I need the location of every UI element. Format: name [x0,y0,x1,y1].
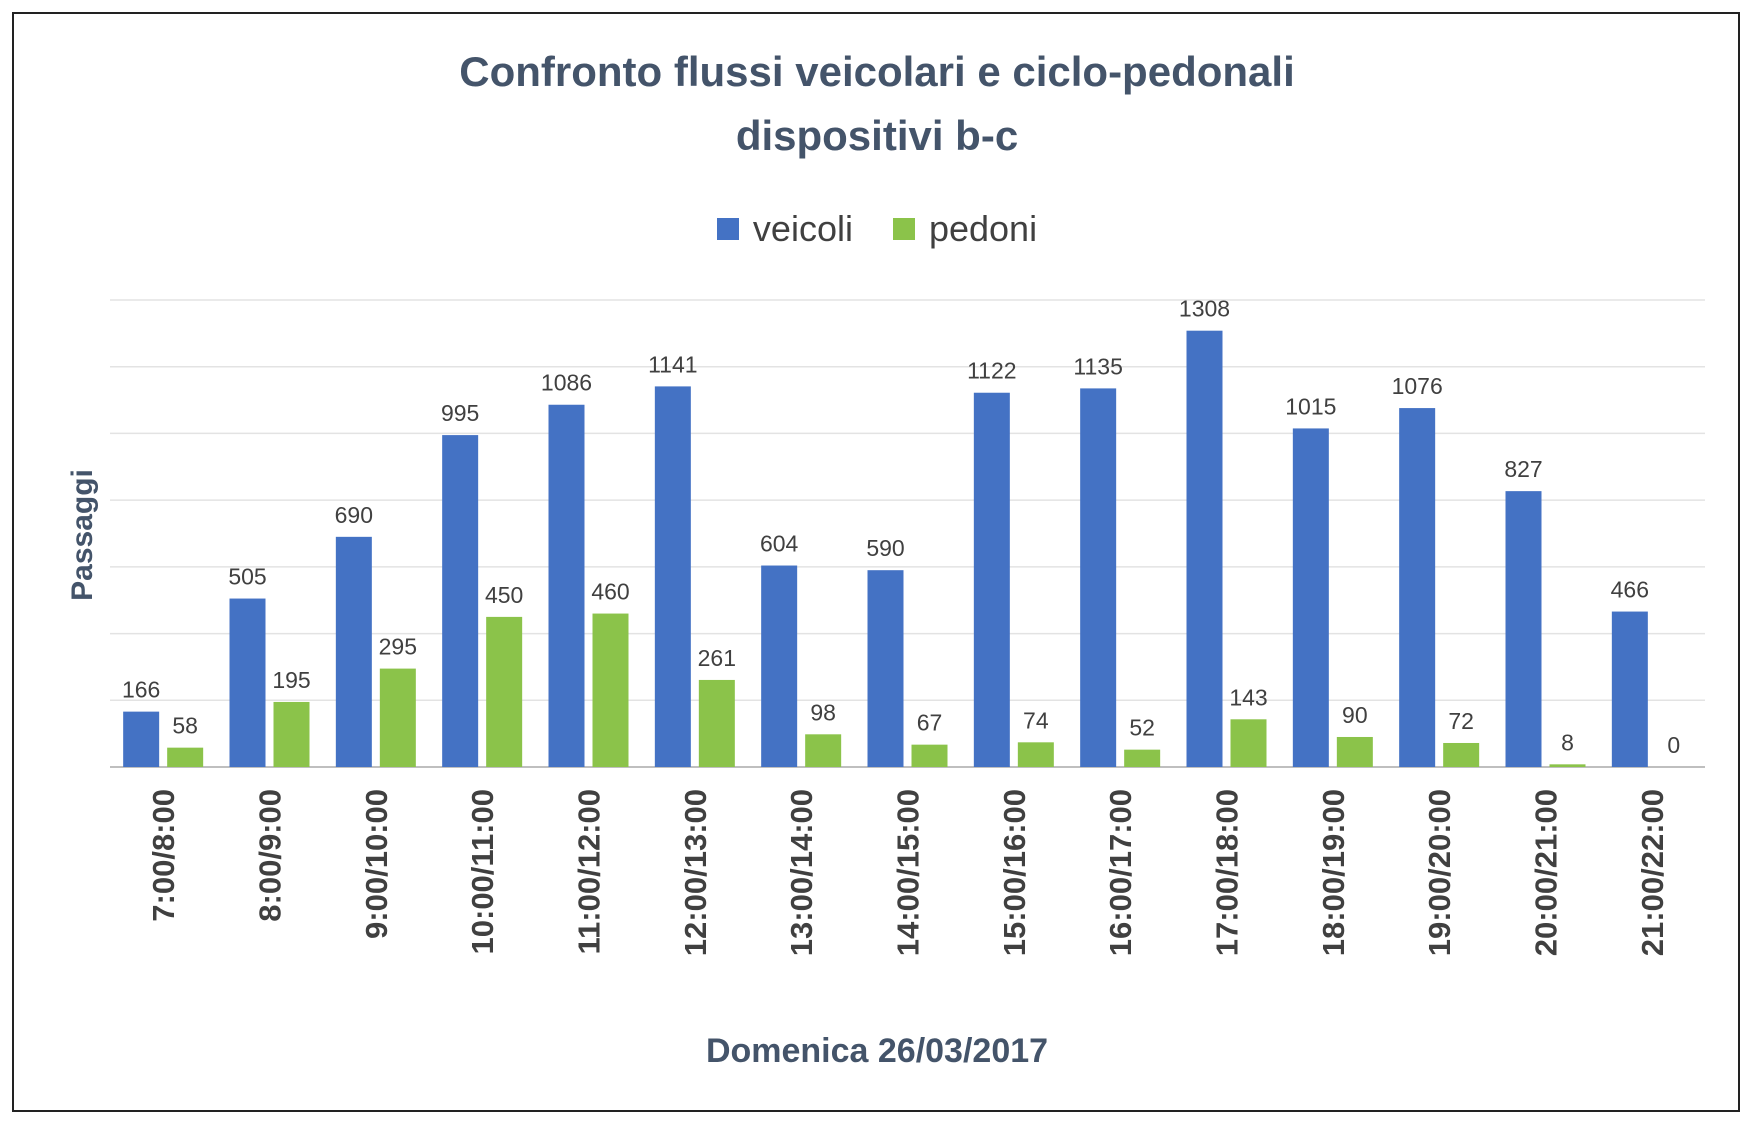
data-label-veicoli: 1076 [1392,373,1443,399]
data-label-veicoli: 690 [335,502,373,528]
bar-veicoli [123,711,160,767]
data-label-pedoni: 450 [485,582,523,608]
bar-pedoni [379,668,416,767]
data-label-veicoli: 1086 [541,370,592,396]
bar-pedoni [486,616,523,767]
data-label-veicoli: 1015 [1285,393,1336,419]
data-label-pedoni: 72 [1448,708,1474,734]
legend-label-pedoni: pedoni [928,208,1038,249]
bar-pedoni [1549,764,1586,767]
data-label-veicoli: 505 [228,564,266,590]
x-tick-label: 14:00/15:00 [891,789,926,956]
bar-pedoni [167,747,204,767]
bar-veicoli [761,565,798,767]
data-label-veicoli: 1122 [967,358,1016,384]
bar-veicoli [229,598,266,767]
x-tick-label: 17:00/18:00 [1210,789,1245,956]
legend-swatch-veicoli [716,218,739,240]
x-axis-title: Domenica 26/03/2017 [705,1032,1049,1070]
data-label-veicoli: 1308 [1179,296,1230,322]
data-label-pedoni: 67 [917,710,943,736]
bar-veicoli [548,404,585,767]
chart-title: Confronto flussi veicolari e ciclo-pedon… [459,48,1295,95]
chart-subtitle: dispositivi b-c [735,112,1019,159]
data-label-pedoni: 52 [1129,715,1155,741]
bar-veicoli [442,435,479,767]
legend-label-veicoli: veicoli [752,208,853,249]
data-label-pedoni: 98 [810,699,836,725]
data-label-pedoni: 58 [172,713,198,739]
bar-veicoli [1186,330,1223,767]
data-label-veicoli: 1135 [1073,353,1122,379]
bar-veicoli [1292,428,1329,767]
data-label-pedoni: 0 [1667,732,1680,758]
data-label-pedoni: 8 [1561,729,1574,755]
bar-pedoni [1230,719,1267,767]
x-tick-label: 15:00/16:00 [997,789,1032,956]
legend-item-pedoni: pedoni [892,208,1038,250]
x-tick-label: 20:00/21:00 [1529,789,1564,956]
x-tick-label: 8:00/9:00 [253,789,288,922]
bar-veicoli [973,392,1010,767]
chart-frame [12,12,1740,1112]
bar-pedoni [805,734,842,767]
x-tick-label: 12:00/13:00 [678,789,713,956]
bar-pedoni [1336,736,1373,767]
legend: veicoli pedoni [0,208,1754,250]
data-label-veicoli: 827 [1504,456,1542,482]
x-tick-label: 16:00/17:00 [1103,789,1138,956]
x-tick-label: 13:00/14:00 [784,789,819,956]
data-label-pedoni: 143 [1229,684,1267,710]
bar-pedoni [592,613,629,767]
x-tick-label: 18:00/19:00 [1316,789,1351,956]
bar-veicoli [654,386,691,767]
data-label-veicoli: 995 [441,400,479,426]
x-tick-label: 9:00/10:00 [359,789,394,939]
bar-pedoni [911,744,948,767]
x-tick-label: 10:00/11:00 [465,789,500,954]
data-label-veicoli: 604 [760,531,799,557]
bar-pedoni [1443,742,1480,767]
x-tick-label: 21:00/22:00 [1635,789,1670,956]
data-label-pedoni: 90 [1342,702,1368,728]
data-label-pedoni: 195 [272,667,310,693]
data-label-veicoli: 590 [866,535,904,561]
bar-veicoli [1399,408,1436,767]
bar-veicoli [335,536,372,767]
data-label-pedoni: 261 [698,645,736,671]
x-tick-label: 11:00/12:00 [572,789,607,954]
bar-veicoli [867,570,904,767]
data-label-pedoni: 295 [379,634,417,660]
data-label-veicoli: 1141 [648,351,697,377]
data-label-veicoli: 466 [1611,577,1649,603]
data-label-pedoni: 74 [1023,707,1049,733]
bar-pedoni [1017,742,1054,767]
legend-swatch-pedoni [892,218,915,240]
data-label-pedoni: 460 [591,579,629,605]
data-label-veicoli: 166 [122,677,160,703]
bar-veicoli [1611,611,1648,767]
bar-veicoli [1080,388,1117,767]
bar-pedoni [273,701,310,767]
bar-pedoni [698,679,735,767]
x-tick-label: 7:00/8:00 [146,789,181,922]
x-tick-label: 19:00/20:00 [1422,789,1457,956]
bar-veicoli [1505,491,1542,767]
y-axis-title: Passaggi [66,469,99,601]
legend-item-veicoli: veicoli [716,208,853,250]
bar-pedoni [1124,749,1161,767]
